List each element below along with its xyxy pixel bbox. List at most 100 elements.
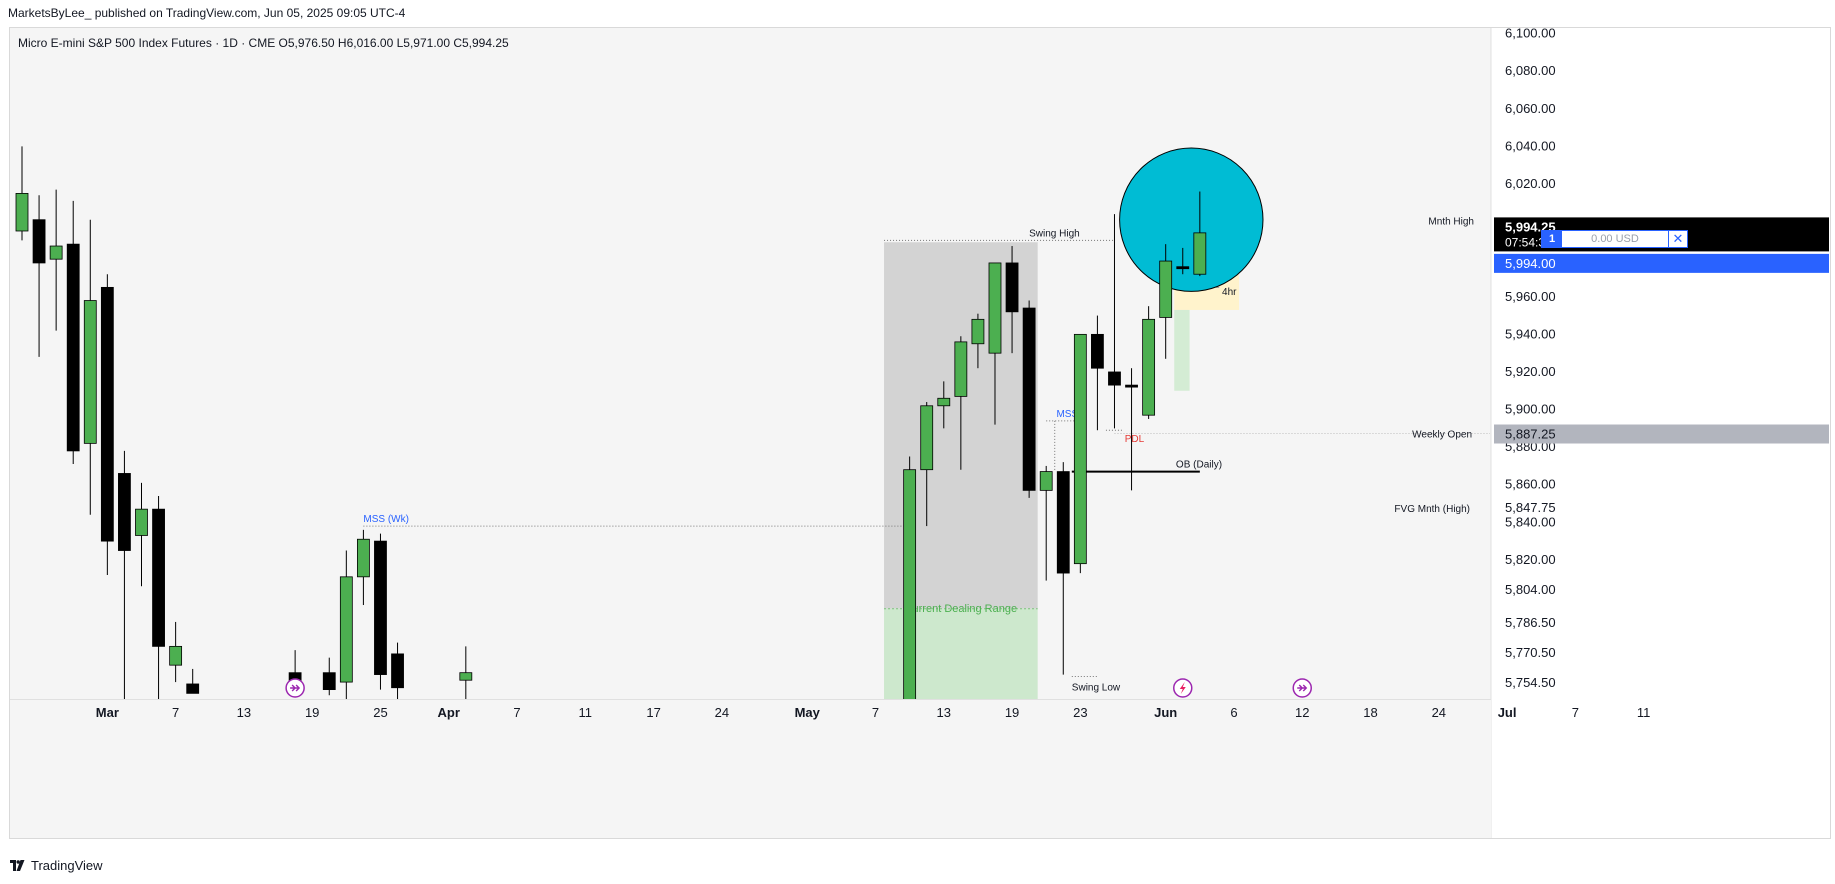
x-tick-label-14: 23	[1073, 705, 1087, 720]
candle-body-33[interactable]	[1159, 260, 1173, 318]
countdown-label: 07:54:31	[1505, 235, 1552, 249]
y-tick-label-12: 5,960.00	[1505, 289, 1556, 304]
candle-body-6[interactable]	[118, 473, 131, 551]
y-tick-label-5: 5,840.00	[1505, 514, 1556, 529]
y-tick-label-10: 5,920.00	[1505, 364, 1556, 379]
candle-body-27[interactable]	[1056, 471, 1070, 574]
tradingview-logo-icon	[10, 860, 25, 871]
x-tick-label-8: 17	[646, 705, 660, 720]
candle-body-21[interactable]	[954, 341, 968, 397]
publish-header: MarketsByLee_ published on TradingView.c…	[8, 6, 406, 20]
candle-body-15[interactable]	[374, 540, 387, 675]
x-tick-label-18: 18	[1363, 705, 1377, 720]
candle-body-23[interactable]	[988, 262, 1002, 354]
x-tick-label-16: 6	[1230, 705, 1237, 720]
y-tick-label-19: 6,100.00	[1505, 28, 1556, 41]
annotation-label-pdl: PDL	[1125, 434, 1145, 445]
candle-body-0[interactable]	[15, 193, 29, 232]
close-position-icon[interactable]: ✕	[1668, 231, 1687, 247]
candle-body-12[interactable]	[322, 672, 336, 691]
candle-body-19[interactable]	[920, 405, 934, 471]
candle-body-1[interactable]	[32, 219, 46, 264]
candle-body-22[interactable]	[971, 318, 985, 345]
candle-body-8[interactable]	[152, 508, 165, 647]
x-tick-label-21: 7	[1572, 705, 1579, 720]
y-tick-label-3: 5,804.00	[1505, 582, 1556, 597]
chart-frame[interactable]: Current Dealing Range Weekly Open FVG Mnth…	[9, 27, 1831, 839]
highlight-circle	[1119, 147, 1264, 292]
candle-body-28[interactable]	[1073, 333, 1087, 565]
candle-body-17[interactable]	[459, 672, 473, 681]
candle-body-5[interactable]	[100, 286, 114, 542]
candle-body-13[interactable]	[339, 576, 353, 683]
y-tick-label-0: 5,754.50	[1505, 675, 1556, 690]
dealing-range-label: Current Dealing Range	[905, 603, 1018, 615]
candle-body-20[interactable]	[937, 397, 951, 407]
candle-body-35[interactable]	[1193, 232, 1207, 275]
y-tick-label-11: 5,940.00	[1505, 326, 1556, 341]
x-tick-label-19: 24	[1432, 705, 1446, 720]
x-tick-label-4: 25	[373, 705, 387, 720]
mnth-high-label: Mnth High	[1428, 216, 1474, 227]
x-tick-label-12: 13	[937, 705, 951, 720]
candle-body-29[interactable]	[1091, 333, 1104, 369]
candle-body-34[interactable]	[1176, 266, 1190, 270]
x-tick-label-13: 19	[1005, 705, 1019, 720]
x-tick-label-3: 19	[305, 705, 319, 720]
x-tick-label-10: May	[795, 705, 821, 720]
annotation-label-swing-low: Swing Low	[1072, 682, 1121, 693]
position-pnl: 0.00 USD	[1591, 233, 1639, 245]
candle-body-30[interactable]	[1108, 371, 1121, 386]
x-tick-label-22: 11	[1637, 705, 1651, 720]
footer-brand: TradingView	[31, 858, 103, 873]
x-tick-label-6: 7	[513, 705, 520, 720]
candle-body-4[interactable]	[83, 300, 97, 444]
y-tick-label-16: 6,040.00	[1505, 138, 1556, 153]
candle-body-25[interactable]	[1022, 307, 1036, 491]
x-tick-label-9: 24	[715, 705, 729, 720]
candle-body-26[interactable]	[1039, 471, 1053, 491]
candle-body-2[interactable]	[49, 245, 63, 260]
time-axis-bg	[10, 699, 1491, 838]
fvg-mnth-high-label: FVG Mnth (High)	[1394, 504, 1470, 515]
y-tick-label-9: 5,900.00	[1505, 402, 1556, 417]
annotation-label-swing-high: Swing High	[1029, 228, 1080, 239]
bid-price-badge	[1494, 253, 1829, 273]
candle-body-14[interactable]	[356, 538, 370, 578]
annotation-label-4hr: 4hr	[1222, 287, 1237, 298]
candle-body-16[interactable]	[391, 653, 404, 689]
candles-group	[15, 146, 1207, 711]
candle-body-31[interactable]	[1125, 384, 1138, 388]
x-tick-label-11: 7	[872, 705, 879, 720]
chart-svg[interactable]: Current Dealing Range Weekly Open FVG Mnth…	[10, 28, 1831, 839]
candle-body-24[interactable]	[1005, 262, 1019, 313]
y-tick-label-7: 5,860.00	[1505, 477, 1556, 492]
bid-price-label: 5,994.00	[1505, 256, 1556, 271]
x-tick-label-5: Apr	[438, 705, 460, 720]
candle-body-32[interactable]	[1142, 318, 1156, 416]
candle-body-9[interactable]	[169, 645, 183, 666]
y-tick-label-15: 6,020.00	[1505, 176, 1556, 191]
y-tick-label-1: 5,770.50	[1505, 645, 1556, 660]
symbol-ohlc-line: Micro E-mini S&P 500 Index Futures · 1D …	[18, 36, 509, 50]
annotation-label-ob-daily: OB (Daily)	[1176, 460, 1222, 471]
candle-body-10[interactable]	[186, 683, 200, 694]
position-quantity[interactable]: 1	[1542, 231, 1562, 247]
event-arrow-glyph-2	[1297, 684, 1308, 692]
weekly-open-price-label: 5,887.25	[1505, 427, 1556, 442]
weekly-open-label: Weekly Open	[1412, 430, 1472, 441]
position-widget[interactable]: 1 0.00 USD ✕	[1541, 230, 1688, 248]
candle-body-3[interactable]	[66, 243, 80, 452]
x-tick-label-1: 7	[172, 705, 179, 720]
x-tick-label-2: 13	[237, 705, 251, 720]
x-tick-label-17: 12	[1295, 705, 1309, 720]
x-tick-label-15: Jun	[1154, 705, 1177, 720]
candle-body-7[interactable]	[135, 508, 148, 536]
event-arrow-glyph-0	[290, 684, 301, 692]
candle-body-18[interactable]	[903, 469, 917, 711]
y-tick-label-18: 6,080.00	[1505, 63, 1556, 78]
annotation-label-mss: MSS	[1056, 409, 1078, 420]
y-tick-label-2: 5,786.50	[1505, 615, 1556, 630]
footer-logo[interactable]: TradingView	[10, 858, 103, 873]
weekly-open-badge	[1494, 424, 1829, 444]
